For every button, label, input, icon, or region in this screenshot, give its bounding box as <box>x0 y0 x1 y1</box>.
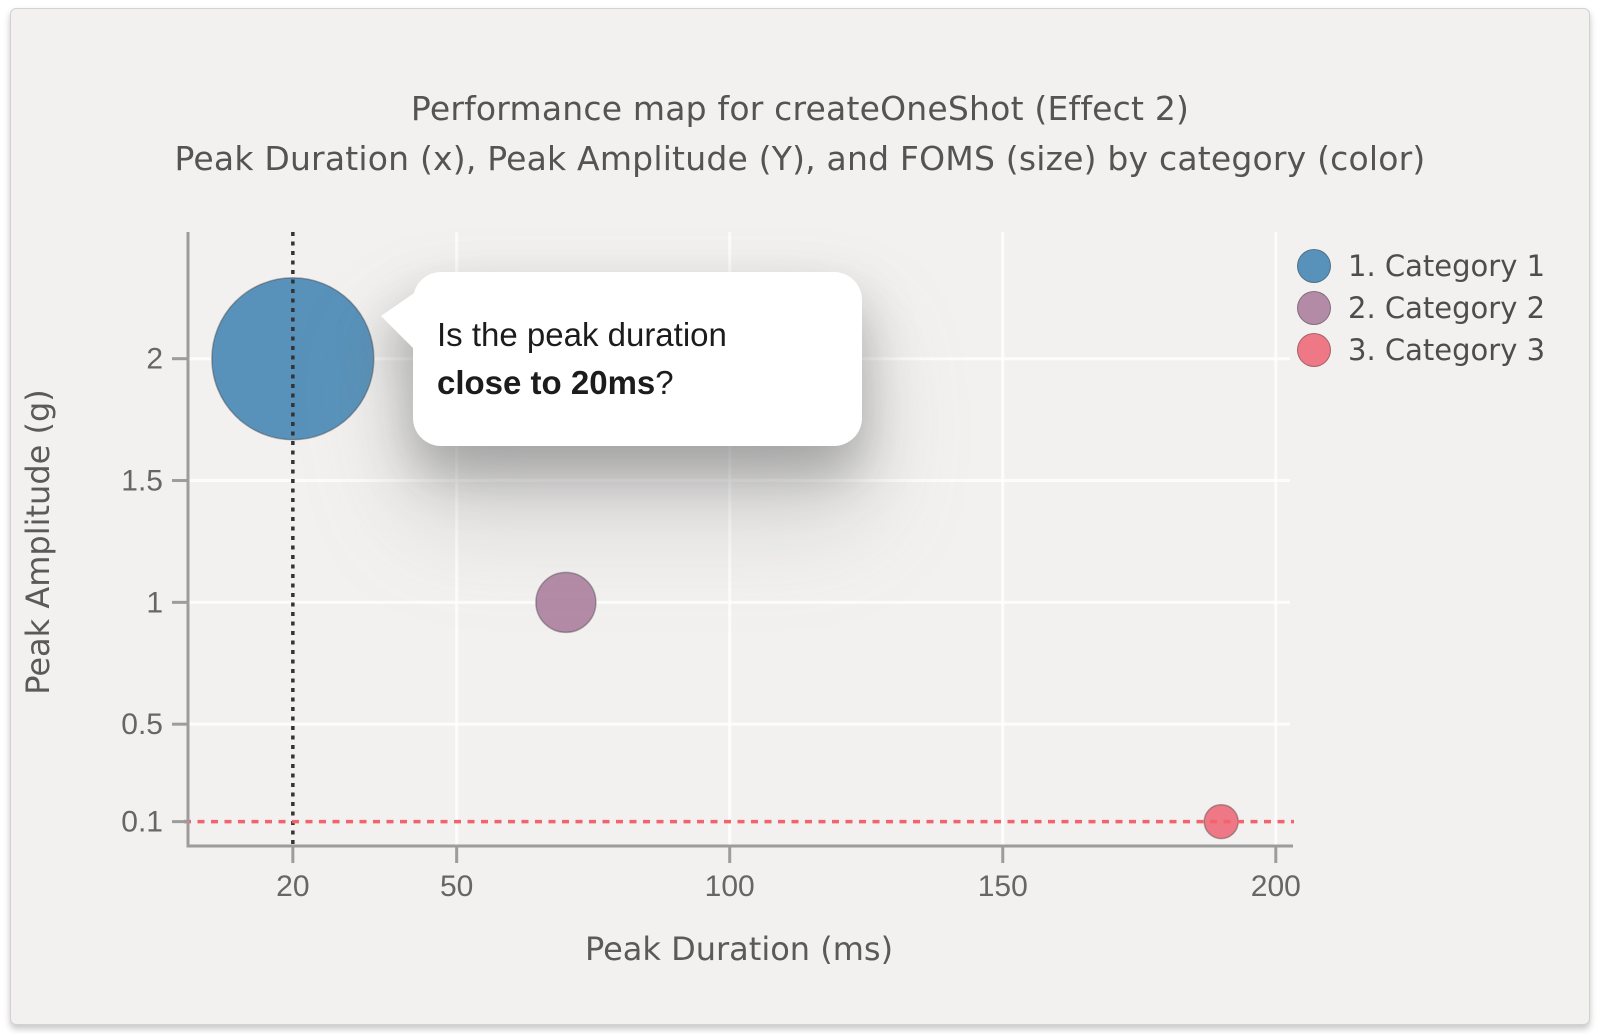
chart-title: Performance map for createOneShot (Effec… <box>410 89 1190 128</box>
bubble-category-2[interactable] <box>535 571 597 634</box>
x-axis-title: Peak Duration (ms) <box>584 930 894 968</box>
x-tick-label: 200 <box>1251 870 1301 903</box>
callout-text-line1: Is the peak duration <box>437 316 727 353</box>
bubble-category-3[interactable] <box>1203 803 1239 840</box>
legend-swatch-category-3-icon <box>1297 333 1331 367</box>
chart-title-block: Performance map for createOneShot (Effec… <box>0 84 1600 184</box>
y-tick-label: 1.5 <box>121 465 163 498</box>
legend-item-category-3[interactable]: 3. Category 3 <box>1297 329 1545 371</box>
chart-card <box>10 8 1590 1025</box>
legend-label: 2. Category 2 <box>1348 291 1546 325</box>
legend-swatch-category-1-icon <box>1297 249 1331 283</box>
legend-swatch-category-2-icon <box>1297 291 1331 325</box>
y-axis-title: Peak Amplitude (g) <box>19 389 57 695</box>
x-tick-label: 50 <box>440 870 473 903</box>
y-tick-label: 0.1 <box>121 806 163 839</box>
legend-label: 3. Category 3 <box>1348 333 1546 367</box>
chart-subtitle: Peak Duration (x), Peak Amplitude (Y), a… <box>174 139 1426 178</box>
y-tick-label: 0.5 <box>121 708 163 741</box>
x-tick-label: 100 <box>705 870 755 903</box>
x-tick-label: 150 <box>978 870 1028 903</box>
callout-bubble: Is the peak duration close to 20ms? <box>413 272 862 446</box>
callout-text-bold: close to 20ms <box>437 364 656 401</box>
legend-label: 1. Category 1 <box>1348 249 1546 283</box>
y-tick-label: 1 <box>146 586 163 619</box>
callout-tail-icon <box>381 291 417 352</box>
y-tick-label: 2 <box>146 343 163 376</box>
legend-item-category-2[interactable]: 2. Category 2 <box>1297 287 1545 329</box>
legend: 1. Category 1 2. Category 2 3. Category … <box>1297 245 1545 371</box>
legend-item-category-1[interactable]: 1. Category 1 <box>1297 245 1545 287</box>
x-tick-label: 20 <box>276 870 309 903</box>
callout-text-suffix: ? <box>655 364 674 401</box>
